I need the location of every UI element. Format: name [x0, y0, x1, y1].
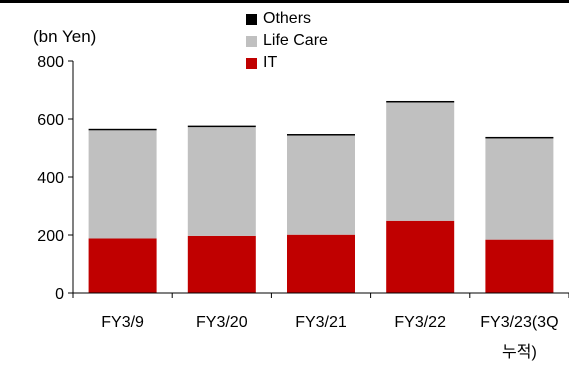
- bar-others-0: [88, 128, 157, 131]
- chart-legend: Others Life Care IT: [246, 8, 328, 74]
- legend-swatch-life-care: [246, 35, 257, 47]
- legend-swatch-it: [246, 57, 257, 69]
- bar-life-care-3: [386, 102, 455, 221]
- x-category-label-4-1: 누적): [502, 343, 537, 361]
- bar-it-2: [287, 234, 355, 293]
- y-tick-label-4: 800: [37, 54, 64, 71]
- bar-life-care-1: [187, 127, 256, 236]
- bar-life-care-4: [485, 138, 554, 240]
- legend-label-life-care: Life Care: [263, 32, 328, 49]
- x-category-label-3-0: FY3/22: [394, 314, 446, 331]
- bar-others-3: [386, 100, 455, 103]
- legend-label-others: Others: [263, 10, 312, 27]
- bar-others-1: [187, 125, 256, 128]
- bar-it-0: [88, 238, 157, 293]
- bar-it-1: [187, 235, 256, 293]
- y-tick-label-1: 200: [37, 228, 64, 245]
- x-category-label-4-0: FY3/23(3Q: [480, 314, 558, 331]
- x-category-label-1-0: FY3/20: [196, 314, 248, 331]
- legend-item-life-care: Life Care: [246, 30, 328, 52]
- y-tick-label-3: 600: [37, 112, 64, 129]
- x-category-label-2-0: FY3/21: [295, 314, 347, 331]
- bar-it-4: [485, 239, 554, 293]
- bar-life-care-0: [88, 130, 157, 239]
- legend-label-it: IT: [263, 54, 278, 71]
- legend-swatch-others: [246, 13, 257, 25]
- legend-item-it: IT: [246, 52, 328, 74]
- bar-others-2: [287, 134, 355, 136]
- bar-it-3: [386, 220, 455, 293]
- y-axis-unit-label: (bn Yen): [33, 27, 97, 46]
- x-category-label-0-0: FY3/9: [101, 314, 144, 331]
- y-tick-label-2: 400: [37, 170, 64, 187]
- top-rule: [0, 0, 569, 3]
- legend-item-others: Others: [246, 8, 328, 30]
- bar-life-care-2: [287, 135, 355, 235]
- y-tick-label-0: 0: [55, 286, 64, 303]
- bar-others-4: [485, 136, 554, 139]
